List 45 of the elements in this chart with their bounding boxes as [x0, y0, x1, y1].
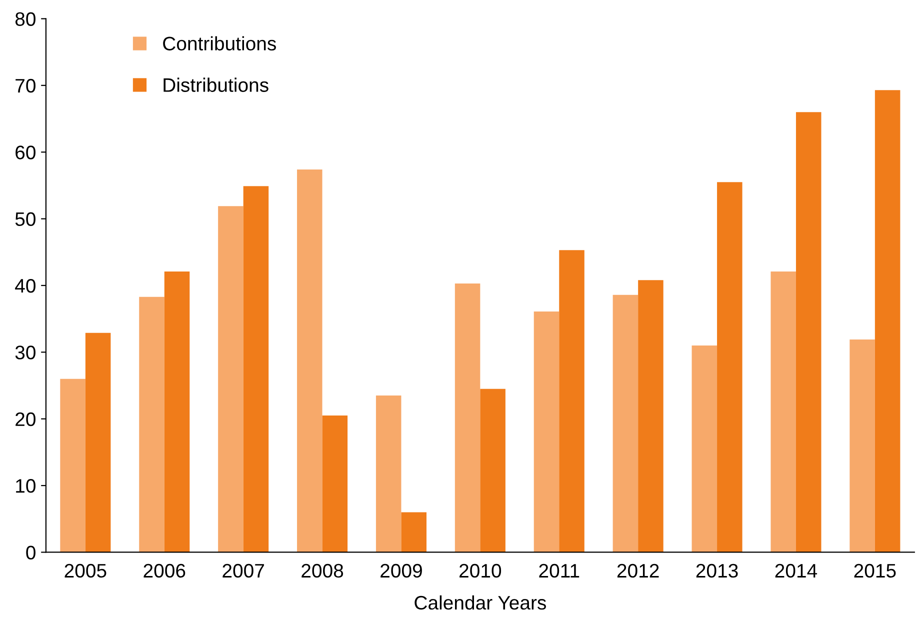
bar [874, 90, 900, 552]
bar [692, 346, 718, 552]
x-tick-label: 2012 [617, 564, 659, 578]
y-tick-label: 70 [16, 78, 36, 93]
x-tick-label: 2013 [696, 564, 738, 578]
x-tick-label: 2007 [222, 564, 264, 578]
x-axis-title: Calendar Years [414, 595, 546, 610]
bar [480, 388, 506, 552]
x-tick-label: 2011 [539, 564, 580, 578]
legend-label: Distributions [164, 78, 268, 92]
y-tick-label: 40 [15, 278, 36, 293]
bar [243, 186, 269, 552]
x-tick-label: 2009 [380, 564, 422, 578]
x-tick-label: 2005 [64, 564, 106, 578]
bar [401, 512, 426, 552]
y-tick-label: 20 [16, 412, 36, 426]
x-tick-label: 2010 [460, 564, 502, 578]
x-tick-label: 2014 [775, 564, 818, 578]
y-tick-label: 10 [16, 479, 36, 493]
bar [60, 378, 86, 552]
y-tick-label: 50 [15, 212, 36, 226]
bar [770, 271, 796, 552]
bar [717, 182, 742, 552]
bar [218, 206, 244, 552]
bar [139, 296, 164, 552]
x-tick-label: 2015 [854, 564, 896, 578]
x-tick-label: 2006 [144, 564, 186, 578]
bar [612, 294, 638, 552]
y-tick-label: 30 [15, 346, 36, 360]
bar [454, 283, 480, 552]
bar [376, 396, 402, 552]
bar [850, 340, 875, 552]
bar [559, 250, 584, 552]
bar [322, 416, 348, 552]
legend-label: Contributions [163, 36, 276, 51]
y-tick-label: 0 [26, 546, 36, 560]
x-tick-label: 2008 [302, 564, 344, 578]
y-tick-label: 80 [15, 12, 36, 26]
y-tick-label: 60 [16, 146, 36, 160]
bar [534, 311, 560, 552]
bar [638, 280, 664, 552]
bar [796, 112, 822, 552]
bar [297, 169, 322, 552]
bar [85, 332, 111, 552]
bar [164, 271, 190, 552]
